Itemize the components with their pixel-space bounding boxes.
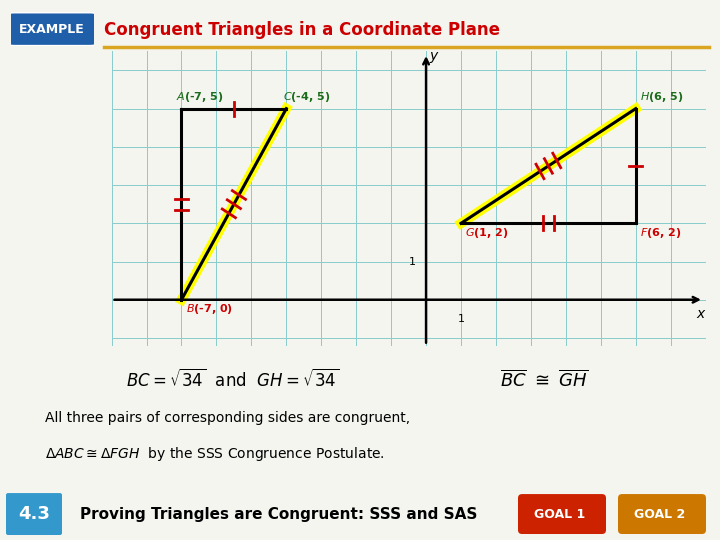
Text: GOAL 2: GOAL 2 [634, 508, 685, 521]
Text: $\mathit{A}$(-7, 5): $\mathit{A}$(-7, 5) [176, 90, 224, 104]
Text: $\mathit{C}$(-4, 5): $\mathit{C}$(-4, 5) [283, 90, 330, 104]
Text: $\mathit{G}$(1, 2): $\mathit{G}$(1, 2) [465, 226, 508, 240]
Text: Congruent Triangles in a Coordinate Plane: Congruent Triangles in a Coordinate Plan… [104, 21, 500, 39]
Text: 4.3: 4.3 [18, 505, 50, 523]
Text: Proving Triangles are Congruent: SSS and SAS: Proving Triangles are Congruent: SSS and… [80, 507, 477, 522]
Text: EXAMPLE: EXAMPLE [19, 23, 85, 36]
FancyBboxPatch shape [6, 493, 62, 535]
Text: y: y [430, 49, 438, 63]
Text: GOAL 1: GOAL 1 [534, 508, 585, 521]
Text: $\mathit{H}$(6, 5): $\mathit{H}$(6, 5) [640, 90, 683, 104]
FancyBboxPatch shape [618, 494, 706, 534]
Text: $\mathit{F}$(6, 2): $\mathit{F}$(6, 2) [640, 226, 681, 240]
Text: $\mathit{B}$(-7, 0): $\mathit{B}$(-7, 0) [186, 302, 233, 316]
Text: $\Delta \mathit{ABC} \cong \Delta \mathit{FGH}$  by the SSS Congruence Postulate: $\Delta \mathit{ABC} \cong \Delta \mathi… [45, 446, 385, 463]
Text: 1: 1 [409, 256, 416, 267]
Text: x: x [696, 307, 704, 321]
Text: All three pairs of corresponding sides are congruent,: All three pairs of corresponding sides a… [45, 410, 410, 424]
FancyBboxPatch shape [518, 494, 606, 534]
FancyBboxPatch shape [7, 12, 97, 46]
Text: $\mathit{BC} = \sqrt{34}$  and  $\mathit{GH} = \sqrt{34}$: $\mathit{BC} = \sqrt{34}$ and $\mathit{G… [126, 369, 340, 391]
Text: 1: 1 [457, 314, 464, 324]
Text: $\overline{\mathit{BC}}\ \cong\ \overline{\mathit{GH}}$: $\overline{\mathit{BC}}\ \cong\ \overlin… [500, 370, 588, 390]
